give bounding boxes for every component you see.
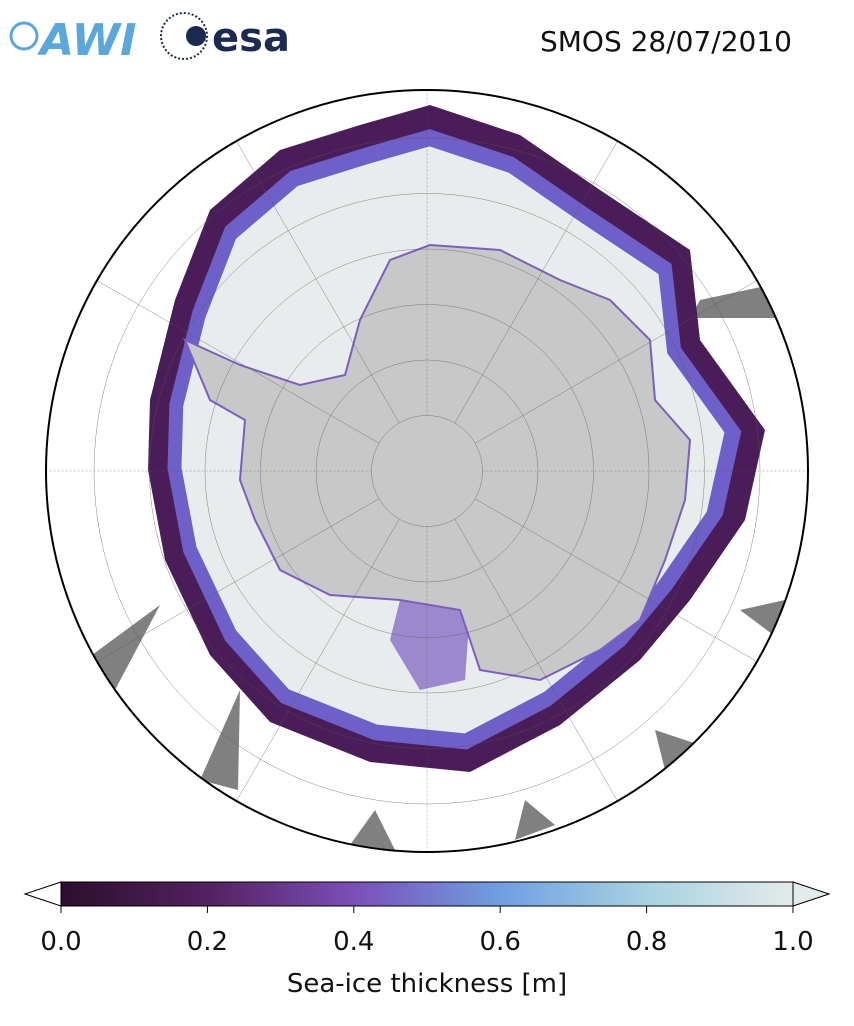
- colorbar-tick-label: 0.0: [40, 927, 81, 957]
- colorbar-tick-label: 0.6: [480, 927, 521, 957]
- land-fragment: [515, 800, 555, 840]
- antarctica: [183, 243, 692, 682]
- colorbar-tick-label: 0.2: [187, 927, 228, 957]
- awi-text: AWI: [37, 15, 137, 66]
- land-fragment: [690, 285, 780, 318]
- title: SMOS 28/07/2010: [540, 25, 792, 58]
- extend-low: [23, 881, 62, 907]
- colorbar-tick-label: 1.0: [772, 927, 813, 957]
- colorbar-label: Sea-ice thickness [m]: [287, 969, 567, 999]
- land-fragment: [92, 605, 160, 690]
- land-fragment: [350, 810, 395, 850]
- extend-high: [792, 881, 831, 907]
- map-border: [45, 89, 809, 853]
- land-fragment: [655, 730, 700, 770]
- esa-text: esa: [212, 15, 290, 61]
- awi-logo: AWI: [9, 15, 137, 66]
- colorbar-tick-label: 0.4: [333, 927, 374, 957]
- colorbar-tick-label: 0.8: [626, 927, 667, 957]
- graticule: [46, 90, 808, 852]
- esa-logo: esa: [160, 12, 290, 61]
- map: [46, 90, 808, 852]
- colorbar: 0.0 0.2 0.4 0.6 0.8 1.0: [23, 881, 831, 957]
- colorbar-bar: [60, 881, 794, 907]
- land-fragment: [200, 690, 240, 790]
